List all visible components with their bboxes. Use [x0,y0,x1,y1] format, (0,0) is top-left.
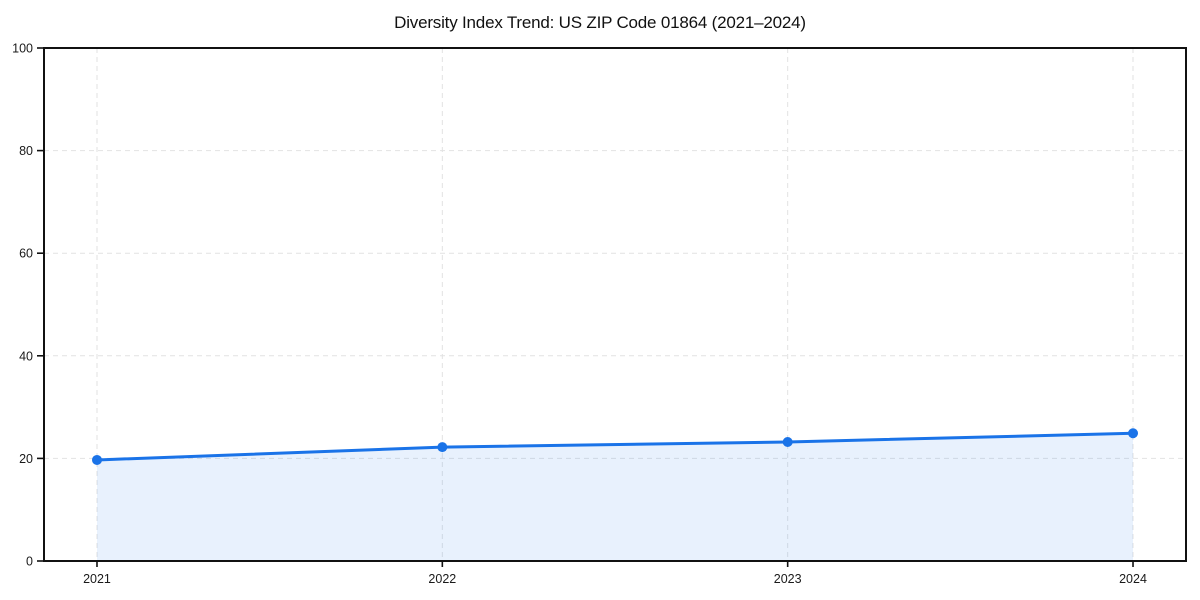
x-tick-label: 2024 [1119,572,1147,586]
data-point-marker [1128,428,1139,439]
data-point-marker [91,454,102,465]
x-tick-label: 2023 [774,572,802,586]
y-tick-label: 40 [19,349,33,363]
y-tick-label: 80 [19,144,33,158]
y-tick-label: 0 [26,555,33,569]
y-tick-label: 60 [19,247,33,261]
chart-title: Diversity Index Trend: US ZIP Code 01864… [394,13,806,32]
data-point-marker [782,436,793,447]
x-tick-label: 2022 [428,572,456,586]
y-tick-label: 100 [12,42,33,56]
data-point-marker [437,442,448,453]
area-fill [96,433,1134,561]
x-tick-label: 2021 [83,572,111,586]
trend-line [95,431,1135,462]
y-tick-label: 20 [19,452,33,466]
plot-frame [43,47,1187,562]
